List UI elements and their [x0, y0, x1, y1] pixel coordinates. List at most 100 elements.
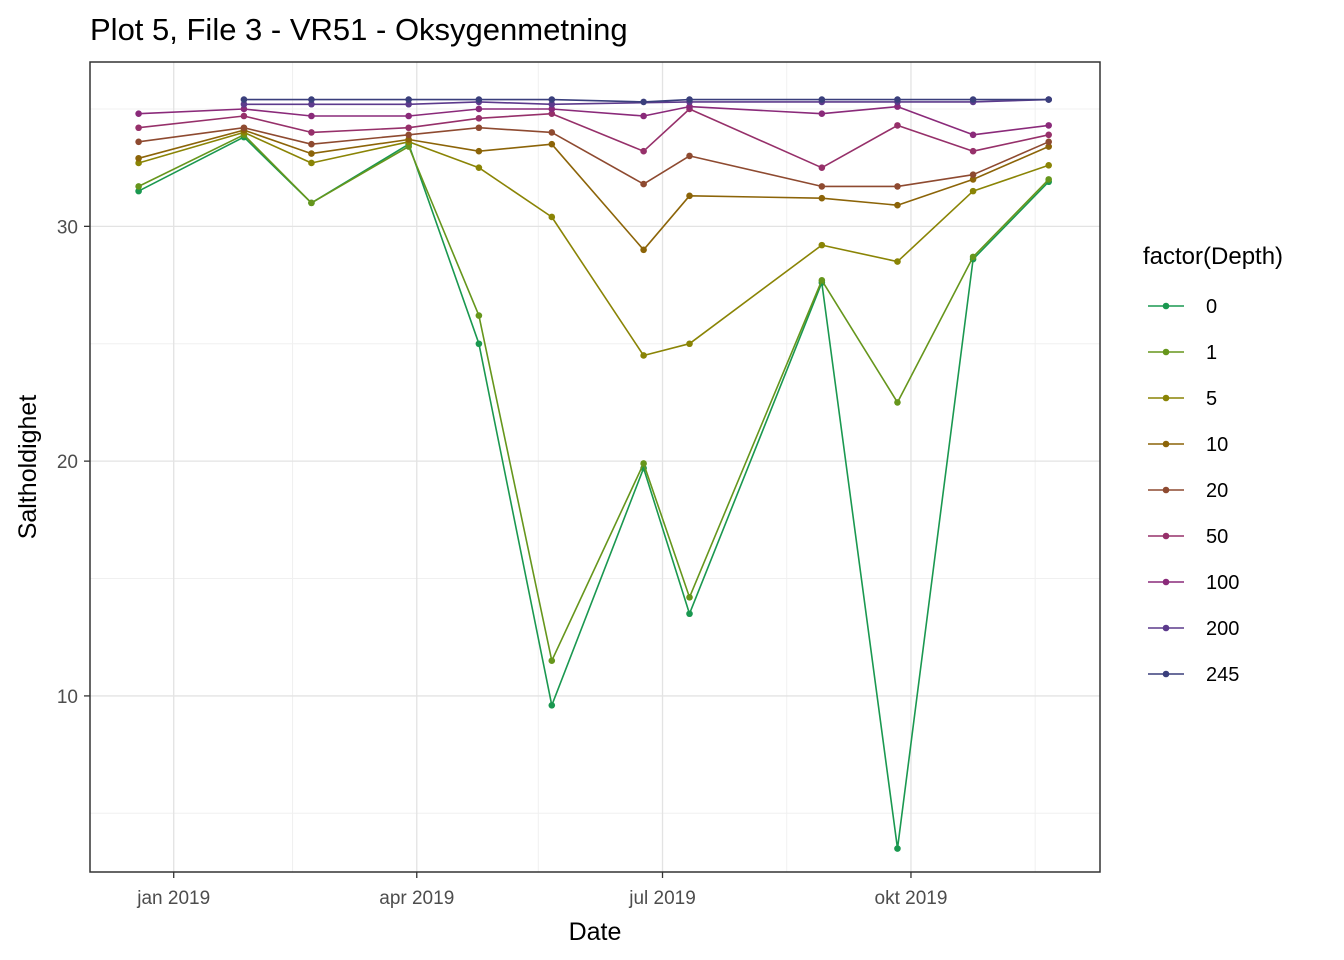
- data-point: [548, 105, 556, 113]
- data-point: [894, 96, 901, 103]
- data-point: [548, 702, 556, 709]
- legend-label: 1: [1206, 342, 1217, 364]
- data-point: [969, 187, 977, 195]
- data-point: [548, 213, 556, 221]
- data-point: [686, 96, 693, 103]
- data-point: [640, 352, 647, 359]
- legend-item-0: 0: [1148, 296, 1217, 318]
- legend-item-10: 10: [1148, 434, 1228, 456]
- data-point: [686, 594, 693, 601]
- data-point: [240, 96, 248, 103]
- data-point: [475, 147, 483, 155]
- data-point: [135, 159, 142, 167]
- series-line-5: [138, 131, 1049, 357]
- series-50: [135, 105, 1052, 171]
- data-point: [1045, 143, 1052, 150]
- data-point: [640, 460, 647, 467]
- legend-label: 20: [1206, 480, 1228, 502]
- data-point: [405, 131, 412, 139]
- data-point: [686, 340, 693, 348]
- data-point: [135, 187, 142, 195]
- legend-item-50: 50: [1148, 526, 1228, 548]
- data-point: [135, 138, 142, 146]
- data-point: [686, 610, 693, 618]
- x-tick-label: jul 2019: [628, 888, 696, 909]
- data-point: [640, 112, 647, 120]
- data-point: [894, 399, 901, 406]
- legend-key-point: [1162, 578, 1170, 586]
- y-tick-label: 30: [57, 217, 78, 238]
- series-line-1: [138, 134, 1050, 662]
- legend: factor(Depth) 0 1 5 10 20 50 100 200 245: [1143, 243, 1283, 686]
- data-point: [640, 180, 647, 188]
- data-point: [969, 131, 977, 139]
- data-point: [818, 277, 826, 284]
- data-point: [1045, 162, 1052, 169]
- data-point: [135, 124, 142, 132]
- data-point: [640, 246, 647, 254]
- data-point: [1045, 138, 1052, 146]
- data-point: [894, 103, 901, 110]
- legend-label: 10: [1206, 434, 1228, 456]
- legend-key-point: [1162, 532, 1170, 540]
- data-point: [405, 143, 412, 150]
- data-point: [308, 199, 315, 207]
- data-point: [686, 103, 693, 110]
- legend-title: factor(Depth): [1143, 243, 1283, 270]
- data-point: [405, 124, 412, 132]
- series-100: [135, 103, 1052, 139]
- legend-item-100: 100: [1148, 572, 1239, 594]
- legend-key-point: [1162, 302, 1170, 310]
- data-point: [308, 100, 315, 108]
- data-point: [308, 159, 315, 167]
- legend-key-point: [1162, 394, 1170, 402]
- data-point: [969, 147, 977, 155]
- x-tick-label: apr 2019: [379, 888, 454, 909]
- major-gridlines: [90, 62, 1100, 872]
- data-point: [548, 110, 556, 117]
- legend-item-200: 200: [1148, 618, 1239, 640]
- legend-item-5: 5: [1148, 388, 1217, 410]
- y-axis: 10 20 30: [57, 217, 90, 708]
- y-axis-title: Saltholdighet: [14, 395, 42, 540]
- panel-background: [90, 62, 1100, 872]
- data-point: [475, 124, 483, 132]
- data-point: [308, 129, 315, 136]
- data-point: [475, 312, 483, 319]
- legend-key-point: [1162, 670, 1170, 678]
- data-point: [818, 183, 826, 190]
- data-point: [1045, 131, 1052, 139]
- y-tick-label: 20: [57, 452, 78, 473]
- data-point: [1045, 176, 1052, 183]
- panel-border: [89, 61, 1101, 873]
- series-line-200: [243, 98, 1049, 106]
- data-point: [308, 96, 315, 103]
- data-point: [405, 100, 412, 108]
- series-line-50: [138, 108, 1049, 169]
- data-point: [308, 150, 315, 157]
- legend-items: 0 1 5 10 20 50 100 200 245: [1148, 296, 1239, 686]
- series-20: [135, 124, 1052, 190]
- data-point: [240, 100, 248, 108]
- data-point: [308, 140, 315, 148]
- y-tick-label: 10: [57, 687, 78, 708]
- data-point: [240, 105, 248, 113]
- data-point: [894, 845, 901, 852]
- legend-item-20: 20: [1148, 480, 1228, 502]
- legend-label: 200: [1206, 618, 1239, 640]
- data-point: [135, 183, 142, 190]
- data-point: [969, 171, 977, 178]
- data-point: [548, 129, 556, 136]
- legend-key-point: [1162, 486, 1170, 494]
- legend-key-point: [1162, 440, 1170, 448]
- data-point: [818, 110, 826, 117]
- data-point: [475, 105, 483, 113]
- data-point: [640, 147, 647, 155]
- data-point: [548, 100, 556, 108]
- data-point: [818, 96, 826, 103]
- legend-label: 50: [1206, 526, 1228, 548]
- data-point: [135, 154, 142, 162]
- data-point: [405, 112, 412, 120]
- data-point: [686, 152, 693, 160]
